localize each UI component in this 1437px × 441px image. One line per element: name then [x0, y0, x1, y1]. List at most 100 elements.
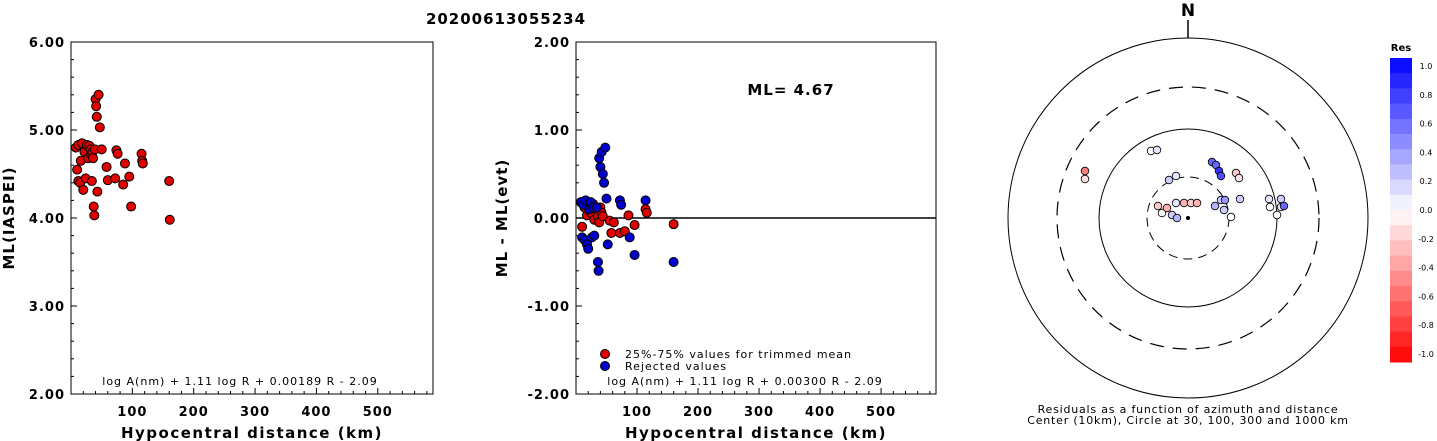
station-residual-marker [1272, 210, 1282, 220]
ml-iaspei-panel: Hypocentral distance (km) ML(IASPEI) log… [0, 36, 434, 441]
range-ring-1000km [1007, 37, 1369, 399]
ml-residual-point-series1 [583, 243, 594, 254]
colorbar-segment [1390, 164, 1412, 181]
ml-iaspei-point-series0 [88, 201, 99, 212]
station-residual-marker [1279, 201, 1289, 211]
ml-value-annotation: ML= 4.67 [747, 81, 834, 99]
ml-iaspei-point-series0 [72, 164, 83, 175]
station-residual-marker [1179, 198, 1189, 208]
station-residual-marker [1265, 202, 1275, 212]
polar-caption-line2: Center (10km), Circle at 30, 100, 300 an… [1027, 414, 1349, 427]
legend-label-trimmed-mean: 25%-75% values for trimmed mean [625, 348, 852, 361]
legend-label-rejected: Rejected values [625, 360, 727, 373]
ml-iaspei-y-axis-label: ML(IASPEI) [0, 166, 18, 269]
ml-iaspei-point-series0 [119, 158, 130, 169]
ml-iaspei-point-series0 [86, 176, 97, 187]
ml-iaspei-y-tick-label: 5.00 [29, 124, 65, 139]
ml-residual-point-series1 [668, 257, 679, 267]
ml-residual-x-axis-label: Hypocentral distance (km) [625, 424, 887, 441]
colorbar-segment [1390, 103, 1412, 120]
ml-residual-point-series1 [600, 142, 611, 153]
colorbar-segment [1390, 225, 1412, 241]
ml-residual-point-series0 [668, 219, 679, 230]
station-residual-marker [1080, 174, 1090, 184]
ml-iaspei-x-tick-label: 300 [240, 405, 270, 420]
legend-marker-trimmed-mean [600, 349, 610, 359]
ml-residual-point-series1 [624, 232, 635, 243]
ml-residual-point-series1 [601, 193, 612, 204]
ml-iaspei-point-series0 [91, 111, 102, 122]
colorbar-tick-label: -0.8 [1418, 321, 1434, 330]
station-residual-marker [1171, 198, 1181, 208]
colorbar-segment [1390, 149, 1412, 165]
ml-iaspei-point-series0 [93, 89, 104, 100]
ml-residual-x-tick-label: 500 [866, 405, 896, 420]
colorbar-segment [1390, 58, 1412, 74]
ml-iaspei-point-series0 [126, 201, 137, 212]
station-residual-marker [1157, 208, 1167, 218]
colorbar-segment [1390, 134, 1412, 150]
ml-iaspei-point-series0 [124, 171, 135, 182]
ml-residual-point-series0 [623, 210, 634, 221]
north-label: N [1181, 1, 1195, 21]
station-residual-marker [1216, 171, 1226, 181]
ml-iaspei-point-series0 [89, 210, 100, 221]
station-residual-marker [1234, 173, 1244, 183]
station-residual-marker [1164, 175, 1174, 185]
station-residual-marker [1235, 194, 1245, 204]
colorbar-tick-label: 0.4 [1420, 148, 1433, 157]
ml-residual-y-axis-label: ML - ML(evt) [493, 159, 511, 277]
ml-residual-point-series0 [608, 217, 619, 228]
ml-iaspei-point-series0 [94, 122, 105, 133]
ml-iaspei-point-series0 [91, 101, 102, 112]
colorbar-tick-label: 0.8 [1420, 91, 1433, 100]
ml-iaspei-y-tick-label: 3.00 [29, 300, 65, 315]
colorbar-tick-label: -1.0 [1418, 350, 1434, 359]
ml-iaspei-point-series0 [78, 184, 89, 195]
ml-iaspei-x-axis-label: Hypocentral distance (km) [121, 424, 383, 441]
legend-marker-rejected [600, 361, 610, 371]
colorbar-segment [1390, 179, 1412, 196]
colorbar-segment [1390, 346, 1412, 363]
ml-iaspei-x-tick-label: 100 [117, 405, 147, 420]
ml-residual-formula: log A(nm) + 1.11 log R + 0.00300 R - 2.0… [607, 375, 882, 388]
station-residual-marker [1219, 205, 1229, 215]
colorbar-segment [1390, 73, 1412, 89]
ml-residual-point-series1 [629, 249, 640, 260]
ml-iaspei-point-series0 [112, 148, 123, 159]
azimuth-residual-panel: N Residuals as a function of azimuth and… [1007, 1, 1434, 427]
station-residual-marker [1153, 201, 1163, 211]
ml-iaspei-x-tick-label: 500 [363, 405, 393, 420]
ml-residual-x-tick-label: 200 [683, 405, 713, 420]
ml-iaspei-x-tick-label: 200 [179, 405, 209, 420]
ml-residual-point-series1 [592, 257, 603, 267]
ml-residual-point-series0 [641, 207, 652, 218]
colorbar-tick-label: 1.0 [1420, 62, 1433, 71]
ml-residual-point-series1 [602, 239, 613, 250]
ml-iaspei-point-series0 [110, 173, 121, 184]
station-residual-marker [1080, 166, 1090, 176]
colorbar-segment [1390, 301, 1412, 317]
ml-residual-y-tick-label: 1.00 [534, 124, 570, 139]
station-residual-marker [1162, 203, 1172, 213]
colorbar-tick-label: -0.2 [1418, 235, 1434, 244]
station-residual-marker [1226, 212, 1236, 222]
ml-residual-point-series1 [599, 177, 610, 188]
station-residual-marker [1276, 194, 1286, 204]
station-residual-marker [1192, 198, 1202, 208]
ml-residual-point-series0 [577, 221, 588, 232]
ml-residual-point-series0 [606, 227, 617, 238]
ml-residual-point-series0 [629, 220, 640, 231]
colorbar-tick-label: 0.6 [1420, 120, 1433, 129]
figure-title: 20200613055234 [426, 10, 586, 28]
colorbar-segment [1390, 316, 1412, 333]
ml-residual-y-tick-label: -1.00 [528, 300, 570, 315]
station-residual-marker [1220, 195, 1230, 205]
ml-iaspei-y-tick-label: 2.00 [29, 388, 65, 403]
ml-iaspei-point-series0 [164, 176, 175, 187]
ml-iaspei-point-series0 [88, 153, 99, 164]
range-ring-300km [1056, 86, 1320, 350]
ml-residual-point-series1 [591, 202, 602, 213]
ml-residual-point-series1 [616, 199, 627, 210]
ml-iaspei-formula: log A(nm) + 1.11 log R + 0.00189 R - 2.0… [102, 375, 377, 388]
